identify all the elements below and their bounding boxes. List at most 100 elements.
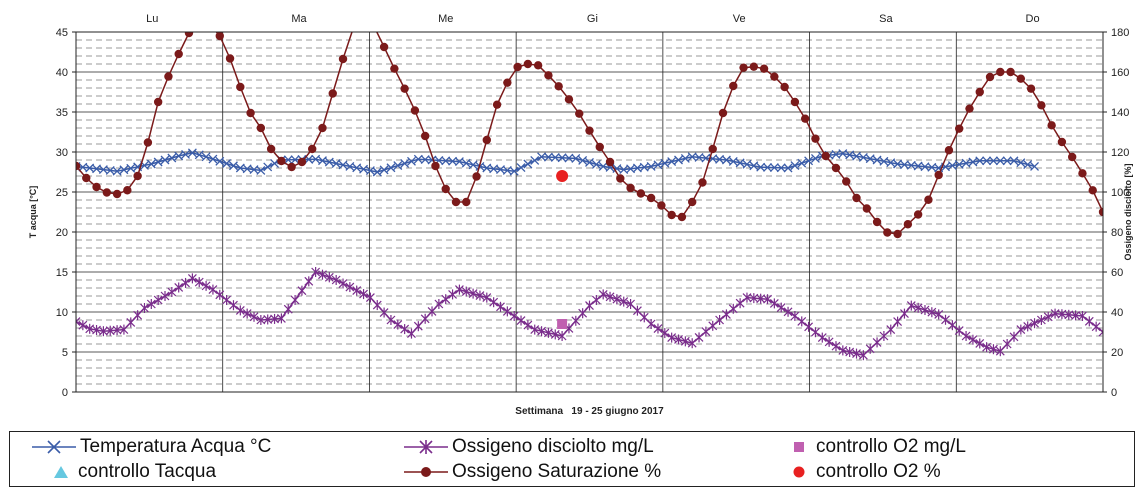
data-point <box>215 289 225 300</box>
data-point <box>975 156 985 166</box>
legend-item-ossigeno-saturazione: Ossigeno Saturazione % <box>404 461 661 483</box>
data-point <box>194 150 204 160</box>
data-point <box>728 156 738 166</box>
data-point <box>98 326 108 337</box>
data-point <box>934 309 944 320</box>
data-point <box>708 320 718 331</box>
data-point <box>749 293 759 304</box>
legend-item-ossigeno-disciolto: Ossigeno disciolto mg/L <box>404 436 654 458</box>
data-point <box>359 164 369 174</box>
data-point <box>153 97 163 107</box>
data-point <box>431 161 440 171</box>
data-point <box>852 348 861 359</box>
data-point <box>653 160 663 170</box>
data-point <box>140 303 149 313</box>
data-point <box>920 305 930 315</box>
data-point <box>790 311 800 321</box>
data-point <box>646 161 656 171</box>
data-point <box>328 89 337 98</box>
data-point <box>1078 311 1087 321</box>
data-point <box>208 154 218 164</box>
data-point <box>390 64 399 73</box>
data-point <box>1002 156 1012 166</box>
legend-item-controllo-o2-percent: controllo O2 % <box>788 461 941 483</box>
data-point <box>1009 331 1019 342</box>
data-point <box>181 149 191 159</box>
data-point <box>76 316 81 327</box>
x-axis-title: Settimana 19 - 25 giugno 2017 <box>515 406 664 417</box>
data-point <box>941 314 950 325</box>
data-point <box>174 49 183 59</box>
data-point <box>160 291 170 301</box>
day-labels: Lu Ma Me Gi Ve Sa Do <box>146 13 1039 25</box>
data-point <box>783 306 793 317</box>
data-point <box>102 188 112 197</box>
data-point <box>1016 74 1026 83</box>
data-point <box>595 142 604 152</box>
data-point <box>1078 169 1087 178</box>
data-point <box>667 210 676 220</box>
series-line <box>76 271 1103 357</box>
data-point <box>821 151 830 161</box>
data-point <box>934 163 944 173</box>
data-point <box>845 347 855 357</box>
data-point <box>886 158 896 168</box>
data-point <box>468 288 478 299</box>
data-point <box>982 342 992 353</box>
data-point <box>591 295 601 305</box>
data-point <box>544 71 553 80</box>
data-point <box>174 151 184 161</box>
data-point <box>451 197 461 207</box>
data-point <box>605 157 615 167</box>
data-point <box>1084 316 1094 327</box>
data-point <box>763 162 772 172</box>
tick-label-left: 10 <box>56 307 68 319</box>
data-point <box>413 154 423 164</box>
data-point <box>903 220 913 229</box>
data-point <box>687 338 697 349</box>
day-label: Ve <box>733 13 746 25</box>
control-o2-mgl-point <box>557 319 568 329</box>
data-point <box>804 156 814 166</box>
data-point <box>1098 207 1103 217</box>
data-point <box>331 159 341 168</box>
tick-label-right: 180 <box>1111 27 1129 39</box>
data-point <box>365 166 375 176</box>
data-point <box>164 72 173 81</box>
data-point <box>1002 339 1012 349</box>
data-point <box>646 319 656 329</box>
data-point <box>263 314 273 325</box>
data-point <box>842 177 851 186</box>
tick-label-right: 60 <box>1111 267 1123 279</box>
data-point <box>379 42 389 52</box>
data-point <box>181 277 190 288</box>
data-point <box>680 153 690 163</box>
legend-key-star-icon <box>404 440 448 454</box>
data-point <box>523 159 533 169</box>
data-point <box>674 155 683 165</box>
data-point <box>633 305 642 316</box>
data-point <box>420 131 430 141</box>
data-point <box>146 299 156 309</box>
data-point <box>167 287 177 297</box>
data-point <box>667 332 677 343</box>
data-point <box>1037 101 1046 110</box>
data-point <box>780 82 789 92</box>
data-point <box>222 159 232 168</box>
data-point <box>92 182 101 192</box>
data-point <box>270 313 279 324</box>
y-axis-title-right: Ossigeno disciolto [%] <box>1123 163 1133 260</box>
data-point <box>585 300 594 311</box>
data-point <box>893 316 903 327</box>
data-point <box>277 156 286 166</box>
data-point <box>1016 158 1026 168</box>
data-point <box>749 161 759 171</box>
data-point <box>831 163 841 173</box>
data-point <box>797 316 807 327</box>
data-point <box>297 285 307 296</box>
tick-label-right: 140 <box>1111 107 1129 119</box>
data-point <box>283 304 293 315</box>
tick-label-left: 15 <box>56 267 68 279</box>
data-point <box>475 290 485 301</box>
data-point <box>612 294 622 305</box>
